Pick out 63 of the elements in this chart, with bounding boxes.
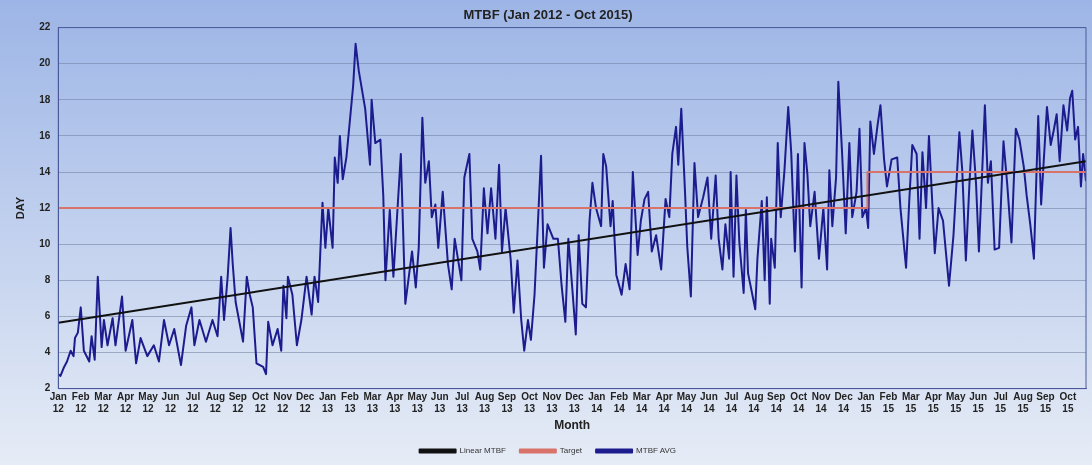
x-tick-label: Sep 15 — [1036, 391, 1055, 415]
x-tick-label: Jan 15 — [857, 391, 875, 415]
x-tick-label: Feb 14 — [610, 391, 629, 415]
chart-title: MTBF (Jan 2012 - Oct 2015) — [463, 7, 633, 23]
x-tick-label: Aug 15 — [1013, 391, 1033, 415]
legend-label: Linear MTBF — [459, 446, 506, 456]
x-tick-label: Mar 13 — [363, 391, 382, 415]
x-tick-label: Oct 12 — [251, 391, 270, 415]
x-tick-label: Mar 15 — [901, 391, 920, 415]
legend-label: Target — [559, 446, 583, 456]
x-tick-label: Nov 12 — [273, 391, 293, 415]
x-tick-label: Aug 13 — [474, 391, 495, 415]
x-tick-label: Jun 14 — [700, 391, 718, 415]
x-tick-label: Aug 14 — [744, 391, 764, 415]
x-tick-label: Oct 14 — [790, 391, 808, 415]
x-tick-label: Sep 12 — [228, 391, 247, 415]
y-tick-label: 18 — [39, 93, 51, 105]
x-tick-label: Oct 13 — [521, 391, 539, 415]
x-tick-label: Mar 14 — [632, 391, 651, 415]
y-tick-label: 10 — [39, 237, 51, 249]
y-tick-label: 12 — [39, 201, 51, 213]
x-tick-label: Jul 14 — [724, 391, 739, 415]
x-tick-label: Apr 12 — [117, 391, 135, 415]
x-tick-label: Dec 12 — [295, 391, 315, 415]
y-tick-label: 6 — [44, 310, 51, 322]
legend-label: MTBF AVG — [636, 446, 676, 456]
x-tick-label: Jun 12 — [161, 391, 180, 415]
x-tick-label: Feb 15 — [879, 391, 898, 415]
y-tick-label: 4 — [44, 346, 51, 358]
x-tick-label: Jan 13 — [318, 391, 337, 415]
x-tick-label: Apr 13 — [386, 391, 404, 415]
x-tick-label: Apr 15 — [924, 391, 943, 415]
x-tick-label: May 12 — [138, 391, 159, 415]
y-tick-label: 22 — [39, 21, 51, 33]
x-tick-label: Dec 13 — [565, 391, 584, 415]
y-tick-label: 16 — [39, 129, 51, 141]
x-tick-label: May 15 — [946, 391, 966, 415]
y-tick-label: 14 — [39, 165, 51, 177]
x-tick-label: Jul 15 — [993, 391, 1009, 415]
x-tick-label: Jan 14 — [588, 391, 606, 415]
x-tick-label: Jun 15 — [969, 391, 988, 415]
y-tick-label: 2 — [44, 382, 51, 394]
x-axis-title: Month — [554, 418, 591, 433]
x-tick-label: Jun 13 — [430, 391, 449, 415]
x-tick-label: Nov 13 — [542, 391, 562, 415]
x-tick-label: May 14 — [676, 391, 697, 415]
x-tick-label: Dec 14 — [834, 391, 854, 415]
y-axis-title: DAY — [13, 196, 26, 220]
x-tick-label: Jul 13 — [454, 391, 470, 415]
x-tick-label: Sep 13 — [497, 391, 517, 415]
x-tick-label: Feb 12 — [71, 391, 90, 415]
x-tick-label: Jan 12 — [49, 391, 67, 415]
x-tick-label: Mar 12 — [94, 391, 113, 415]
x-tick-label: Sep 14 — [767, 391, 786, 415]
x-tick-label: Feb 13 — [341, 391, 359, 415]
x-tick-label: May 13 — [407, 391, 428, 415]
x-tick-label: Jul 12 — [185, 391, 201, 415]
y-tick-label: 20 — [39, 57, 51, 69]
x-tick-label: Nov 14 — [811, 391, 831, 415]
y-tick-label: 8 — [44, 274, 51, 286]
x-tick-label: Oct 15 — [1059, 391, 1077, 415]
x-tick-label: Aug 12 — [205, 391, 226, 415]
x-tick-label: Apr 14 — [655, 391, 673, 415]
